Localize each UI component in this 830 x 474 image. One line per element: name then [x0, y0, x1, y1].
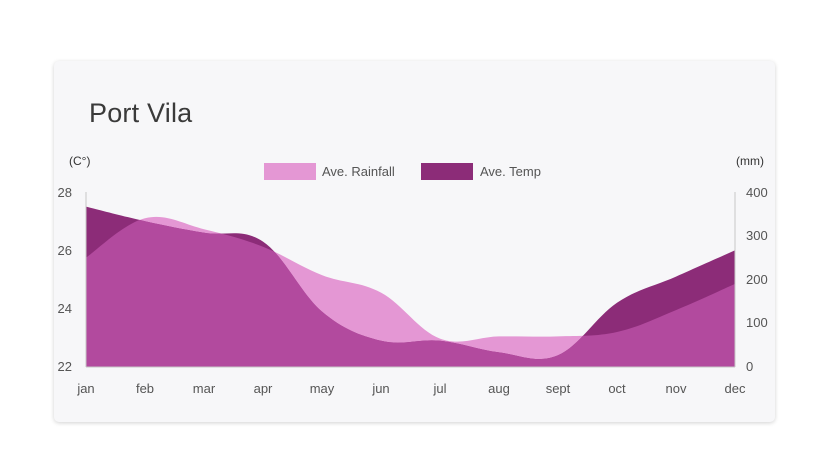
- right-tick-label: 400: [746, 185, 768, 200]
- x-tick-label: may: [310, 381, 335, 396]
- right-axis-unit: (mm): [736, 154, 764, 168]
- left-tick-label: 26: [58, 243, 72, 258]
- right-tick-label: 0: [746, 359, 753, 374]
- x-tick-label: jan: [76, 381, 94, 396]
- left-tick-label: 28: [58, 185, 72, 200]
- legend-temp-swatch[interactable]: [421, 163, 473, 180]
- x-tick-label: jul: [432, 381, 446, 396]
- x-tick-label: jun: [371, 381, 389, 396]
- right-tick-label: 300: [746, 228, 768, 243]
- x-tick-label: mar: [193, 381, 216, 396]
- legend-rainfall-swatch[interactable]: [264, 163, 316, 180]
- left-axis-unit: (C°): [69, 154, 90, 168]
- chart-title: Port Vila: [89, 98, 193, 128]
- x-tick-label: feb: [136, 381, 154, 396]
- left-tick-label: 22: [58, 359, 72, 374]
- right-tick-label: 100: [746, 315, 768, 330]
- right-tick-label: 200: [746, 272, 768, 287]
- overlap-area: [86, 216, 735, 367]
- x-tick-label: oct: [608, 381, 626, 396]
- x-tick-label: aug: [488, 381, 510, 396]
- legend-temp-label[interactable]: Ave. Temp: [480, 164, 541, 179]
- x-tick-label: sept: [546, 381, 571, 396]
- x-tick-label: apr: [254, 381, 273, 396]
- legend-rainfall-label[interactable]: Ave. Rainfall: [322, 164, 395, 179]
- left-tick-label: 24: [58, 301, 72, 316]
- x-tick-label: dec: [725, 381, 746, 396]
- x-tick-label: nov: [666, 381, 687, 396]
